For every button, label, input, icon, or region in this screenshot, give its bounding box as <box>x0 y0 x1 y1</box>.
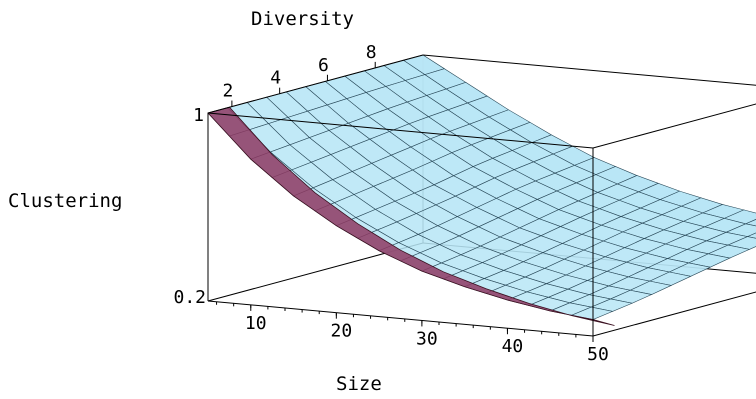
y-tick-label: 8 <box>366 42 377 63</box>
clustering-axis-label: Clustering <box>8 190 122 212</box>
x-tick-label: 50 <box>587 344 609 365</box>
surface-underside <box>207 106 615 326</box>
x-tick-label: 40 <box>502 336 524 357</box>
z-tick-label: 0.2 <box>173 287 206 308</box>
axis-ticks: 10 20 30 40 50 2 4 6 8 1 0.2 <box>173 42 608 365</box>
box-edge <box>207 54 424 114</box>
box-edge <box>207 300 594 337</box>
box-edge <box>207 112 594 149</box>
y-tick-label: 6 <box>318 55 329 76</box>
z-tick-label: 1 <box>193 105 204 126</box>
diversity-axis-label: Diversity <box>251 8 354 30</box>
box-edge <box>592 291 756 337</box>
box-front-edges <box>207 54 756 337</box>
size-axis-label: Size <box>336 373 382 395</box>
y-tick-label: 2 <box>222 81 233 102</box>
surface-mesh <box>207 54 756 326</box>
x-tick-label: 10 <box>245 313 267 334</box>
x-tick-label: 20 <box>330 321 352 342</box>
box-edge <box>592 103 756 149</box>
box-edge <box>422 54 756 86</box>
x-tick-label: 30 <box>416 328 438 349</box>
y-tick-label: 4 <box>270 68 281 89</box>
